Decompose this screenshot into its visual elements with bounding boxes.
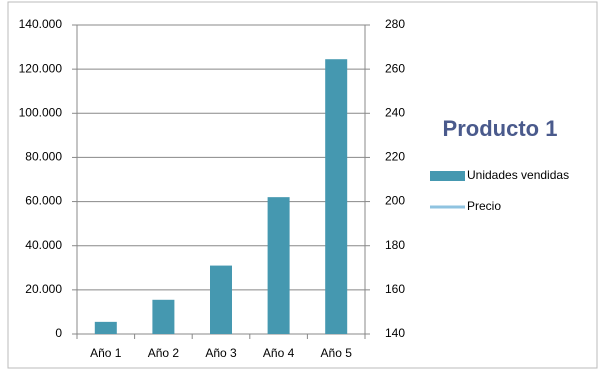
y2-tick-label: 140 bbox=[385, 326, 405, 340]
y-tick-label: 120.000 bbox=[19, 61, 63, 75]
bar bbox=[94, 321, 117, 334]
x-tick-label: Año 5 bbox=[321, 346, 353, 360]
x-tick-label: Año 4 bbox=[263, 346, 295, 360]
y-tick-label: 80.000 bbox=[25, 150, 62, 164]
legend-label: Unidades vendidas bbox=[467, 168, 569, 182]
legend-label: Precio bbox=[467, 199, 501, 213]
bar bbox=[325, 59, 348, 334]
y2-tick-label: 200 bbox=[385, 194, 405, 208]
y-tick-label: 20.000 bbox=[25, 282, 62, 296]
x-tick-label: Año 1 bbox=[90, 346, 122, 360]
bar bbox=[152, 299, 175, 334]
x-tick-label: Año 2 bbox=[148, 346, 180, 360]
y2-tick-label: 280 bbox=[385, 17, 405, 31]
chart-title: Producto 1 bbox=[443, 116, 558, 141]
y2-tick-label: 240 bbox=[385, 105, 405, 119]
y2-tick-label: 160 bbox=[385, 282, 405, 296]
bar bbox=[210, 265, 232, 334]
y-tick-label: 60.000 bbox=[25, 194, 62, 208]
y-tick-label: 140.000 bbox=[19, 17, 63, 31]
x-tick-label: Año 3 bbox=[205, 346, 237, 360]
y2-tick-label: 180 bbox=[385, 238, 405, 252]
y-tick-label: 0 bbox=[55, 326, 62, 340]
chart-frame bbox=[7, 1, 598, 369]
y2-tick-label: 220 bbox=[385, 150, 405, 164]
y-tick-label: 40.000 bbox=[25, 238, 62, 252]
y-tick-label: 100.000 bbox=[19, 105, 63, 119]
bar bbox=[267, 197, 290, 334]
legend-swatch bbox=[430, 171, 465, 181]
y2-tick-label: 260 bbox=[385, 61, 405, 75]
